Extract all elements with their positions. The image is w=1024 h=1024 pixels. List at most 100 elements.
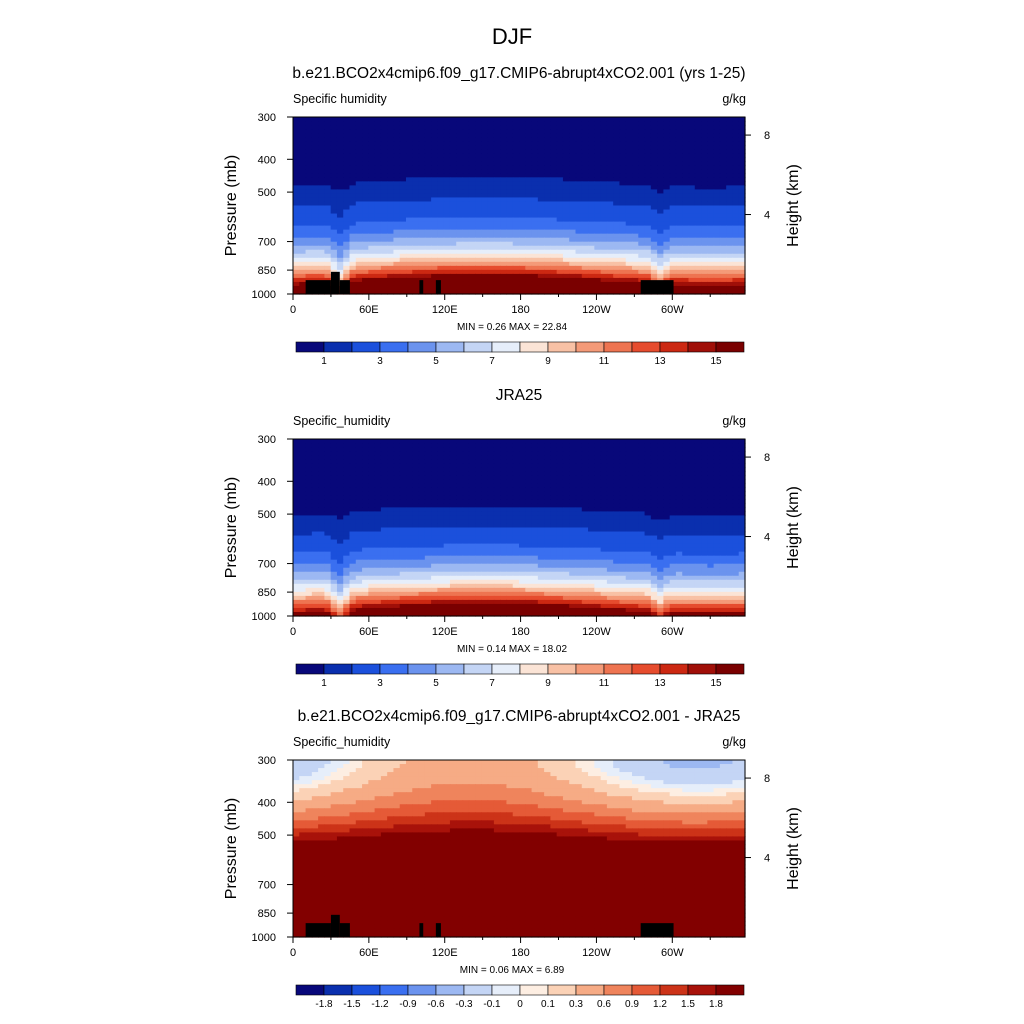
contour-cell [393, 511, 401, 517]
contour-cell [362, 165, 369, 170]
contour-cell [311, 527, 319, 533]
contour-cell [336, 455, 344, 460]
contour-cell [537, 289, 545, 295]
contour-cell [600, 233, 608, 239]
min-max-label: MIN = 0.26 MAX = 22.84 [457, 322, 567, 333]
contour-cell [293, 475, 300, 480]
contour-cell [688, 483, 696, 488]
contour-cell [336, 129, 344, 134]
contour-cell [519, 201, 526, 207]
contour-cell [562, 149, 570, 154]
contour-cell [462, 245, 470, 251]
contour-cell [374, 523, 382, 529]
contour-cell [324, 531, 332, 537]
contour-cell [512, 523, 520, 529]
contour-cell [318, 129, 325, 134]
contour-cell [600, 209, 608, 215]
contour-cell [594, 225, 602, 231]
contour-cell [362, 181, 369, 186]
contour-cell [336, 225, 344, 231]
contour-cell [675, 153, 683, 158]
contour-cell [619, 217, 627, 223]
contour-cell [519, 455, 526, 460]
contour-cell [305, 531, 313, 537]
contour-cell [468, 503, 476, 508]
contour-cell [424, 141, 432, 146]
contour-cell [719, 181, 727, 186]
contour-cell [682, 221, 690, 227]
contour-cell [732, 265, 740, 271]
contour-cell [343, 185, 351, 191]
contour-cell [613, 209, 621, 215]
contour-cell [688, 519, 696, 525]
contour-cell [293, 173, 300, 178]
contour-cell [456, 277, 464, 283]
contour-cell [462, 145, 470, 150]
contour-cell [349, 185, 357, 191]
contour-cell [644, 495, 652, 500]
contour-cell [318, 523, 325, 529]
contour-cell [368, 229, 376, 235]
contour-cell [387, 229, 395, 235]
contour-cell [525, 209, 533, 215]
contour-cell [613, 177, 621, 182]
contour-cell [475, 531, 482, 537]
contour-cell [431, 221, 438, 227]
contour-cell [588, 225, 595, 231]
contour-cell [600, 249, 608, 255]
contour-cell [305, 491, 313, 496]
contour-cell [336, 487, 344, 492]
contour-cell [569, 173, 577, 178]
contour-cell [606, 519, 614, 525]
contour-cell [701, 121, 708, 126]
contour-cell [738, 503, 746, 508]
contour-cell [694, 181, 702, 186]
contour-cell [707, 181, 715, 186]
contour-cell [619, 177, 627, 182]
contour-cell [531, 241, 539, 247]
contour-cell [638, 261, 646, 267]
contour-cell [387, 169, 395, 174]
contour-cell [406, 181, 413, 186]
contour-cell [713, 285, 721, 291]
contour-cell [613, 181, 621, 186]
contour-cell [694, 197, 702, 203]
contour-cell [487, 205, 495, 211]
contour-cell [475, 483, 482, 488]
contour-cell [562, 145, 570, 150]
contour-cell [512, 483, 520, 488]
contour-cell [701, 471, 708, 476]
contour-cell [632, 467, 639, 472]
contour-cell [418, 527, 426, 533]
contour-cell [512, 487, 520, 492]
contour-cell [644, 129, 652, 134]
contour-cell [707, 253, 715, 259]
contour-cell [588, 145, 595, 150]
contour-cell [431, 269, 438, 275]
contour-cell [424, 253, 432, 259]
contour-cell [525, 487, 533, 492]
contour-cell [663, 241, 671, 247]
contour-cell [324, 503, 332, 508]
contour-cell [336, 201, 344, 207]
contour-cell [638, 149, 646, 154]
contour-cell [694, 273, 702, 279]
contour-cell [556, 253, 564, 259]
contour-cell [688, 185, 696, 191]
contour-cell [588, 241, 595, 247]
contour-cell [719, 487, 727, 492]
contour-cell [481, 161, 489, 166]
contour-cell [701, 149, 708, 154]
variable-label: Specific humidity [293, 92, 388, 106]
contour-cell [688, 161, 696, 166]
contour-cell [588, 483, 595, 488]
contour-cell [487, 141, 495, 146]
contour-cell [418, 205, 426, 211]
contour-cell [613, 531, 621, 537]
contour-cell [701, 161, 708, 166]
contour-cell [500, 471, 508, 476]
contour-cell [406, 233, 413, 239]
contour-cell [707, 197, 715, 203]
contour-cell [449, 447, 457, 452]
contour-cell [594, 289, 602, 295]
